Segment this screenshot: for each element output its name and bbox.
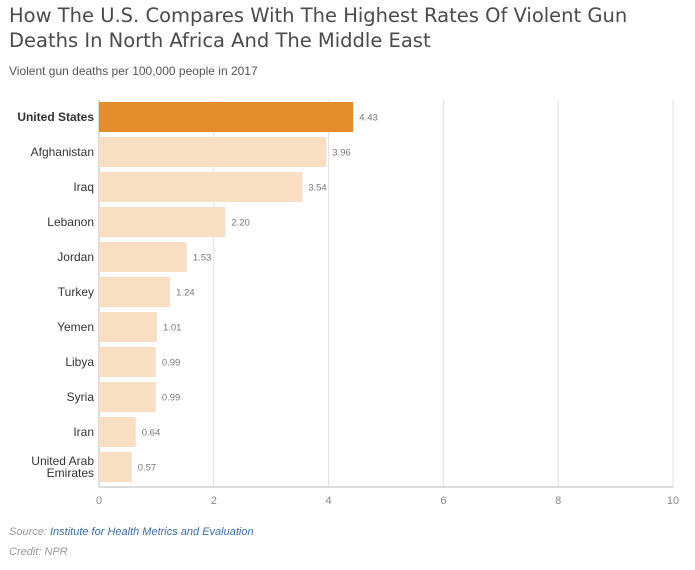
bar [99, 242, 187, 272]
category-label: Iraq [73, 180, 94, 194]
category-label: Jordan [57, 250, 94, 264]
x-tick-label: 6 [440, 495, 446, 507]
bar [99, 277, 171, 307]
bar [99, 382, 156, 412]
bar-series [99, 102, 354, 482]
value-label: 0.64 [142, 428, 161, 439]
bar [99, 312, 157, 342]
chart-subtitle: Violent gun deaths per 100,000 people in… [9, 64, 258, 78]
bar [99, 207, 226, 237]
x-axis: 0 2 4 6 8 10 [96, 486, 679, 507]
value-label: 2.20 [231, 218, 250, 229]
category-labels: United States Afghanistan Iraq Lebanon Jorda… [17, 110, 94, 480]
category-label: Libya [65, 355, 94, 369]
value-label: 0.99 [162, 393, 181, 404]
x-tick-label: 10 [667, 495, 679, 507]
credit-line: Credit: NPR [9, 546, 68, 558]
category-label: Iran [73, 425, 94, 439]
bar-chart: United States Afghanistan Iraq Lebanon Jorda… [17, 100, 679, 507]
bar [99, 452, 132, 482]
bar [99, 417, 136, 447]
value-label: 3.96 [332, 148, 351, 159]
value-label: 1.24 [176, 288, 195, 299]
category-label: Yemen [57, 320, 94, 334]
value-labels: 4.43 3.96 3.54 2.20 1.53 1.24 1.01 0.99 0.99 0.64… [138, 113, 378, 474]
value-label: 0.99 [162, 358, 181, 369]
x-tick-label: 2 [211, 495, 217, 507]
category-label: Syria [67, 390, 95, 404]
x-tick-label: 4 [326, 495, 332, 507]
source-prefix: Source: [9, 526, 50, 538]
value-label: 4.43 [359, 113, 378, 124]
category-label: Turkey [58, 285, 94, 299]
bar [99, 347, 156, 377]
chart-title: How The U.S. Compares With The Highest R… [9, 4, 628, 52]
source-line: Source: Institute for Health Metrics and… [9, 526, 254, 538]
category-label: United Arab Emirates [31, 454, 94, 480]
value-label: 1.01 [163, 323, 182, 334]
bar [99, 102, 354, 132]
x-tick-label: 8 [555, 495, 561, 507]
bar [99, 137, 327, 167]
value-label: 0.57 [138, 463, 157, 474]
source-link[interactable]: Institute for Health Metrics and Evaluat… [49, 526, 254, 538]
value-label: 3.54 [308, 183, 327, 194]
category-label: Afghanistan [31, 145, 94, 159]
category-label: Lebanon [47, 215, 94, 229]
category-label: United States [17, 110, 94, 124]
value-label: 1.53 [193, 253, 212, 264]
x-tick-label: 0 [96, 495, 102, 507]
bar [99, 172, 303, 202]
